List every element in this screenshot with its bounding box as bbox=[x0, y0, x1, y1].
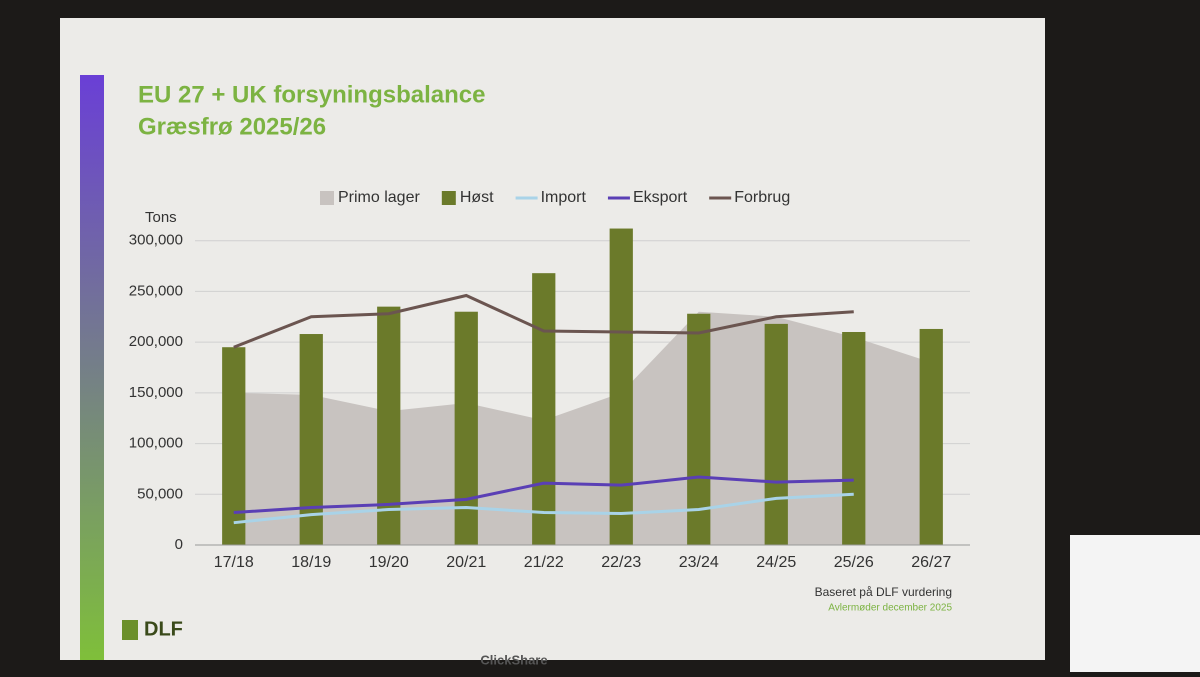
line bbox=[233, 293, 854, 349]
x-tick-label: 19/20 bbox=[369, 554, 409, 571]
bar bbox=[377, 306, 401, 545]
source: Baseret på DLF vurdering bbox=[815, 585, 952, 599]
y-tick-label: 50,000 bbox=[137, 485, 183, 502]
bar bbox=[764, 323, 788, 545]
legend-label: Import bbox=[541, 189, 587, 206]
plot: 0 50,000 100,000 150,000 200,000 250,000 300,0… bbox=[129, 189, 970, 571]
side-light bbox=[1070, 535, 1200, 672]
x-tick-label: 22/23 bbox=[601, 554, 641, 571]
legend-label: Eksport bbox=[633, 189, 688, 206]
bar bbox=[222, 347, 246, 545]
x-tick-label: 23/24 bbox=[679, 554, 719, 571]
logo: DLF bbox=[144, 618, 183, 640]
legend-label: Forbrug bbox=[734, 189, 790, 206]
y-tick-label: 100,000 bbox=[129, 435, 183, 452]
y-tick-label: 0 bbox=[175, 536, 183, 553]
projector-label: ClickShare bbox=[480, 652, 547, 667]
x-tick-label: 26/27 bbox=[911, 554, 951, 571]
x-tick-label: 18/19 bbox=[291, 554, 331, 571]
chart-title: EU 27 + UK forsyningsbalance bbox=[138, 81, 485, 108]
legend-label: Primo lager bbox=[338, 189, 420, 206]
y-tick-label: 250,000 bbox=[129, 282, 183, 299]
bar bbox=[609, 228, 633, 546]
legend-swatch bbox=[320, 191, 334, 205]
bar bbox=[454, 311, 478, 545]
line bbox=[233, 492, 854, 525]
x-tick-label: 17/18 bbox=[214, 554, 254, 571]
legend-swatch bbox=[441, 191, 456, 205]
area bbox=[233, 311, 932, 545]
accent-strip bbox=[80, 75, 104, 660]
chart-subtitle: Græsfrø 2025/26 bbox=[138, 113, 326, 140]
x-tick-label: 21/22 bbox=[524, 554, 564, 571]
bar bbox=[687, 313, 711, 545]
y-tick-label: 200,000 bbox=[129, 333, 183, 350]
note: Avlermøder december 2025 bbox=[828, 603, 952, 614]
x-tick-label: 24/25 bbox=[756, 554, 796, 571]
bar bbox=[919, 328, 943, 545]
y-tick-label: 150,000 bbox=[129, 384, 183, 401]
y-axis-label: Tons bbox=[145, 209, 177, 226]
y-tick-label: 300,000 bbox=[129, 232, 183, 249]
bar bbox=[532, 273, 556, 545]
line bbox=[233, 475, 854, 515]
x-tick-label: 20/21 bbox=[446, 554, 486, 571]
bar bbox=[299, 334, 323, 545]
legend-label: Høst bbox=[460, 189, 494, 206]
logo-icon bbox=[122, 620, 138, 640]
x-tick-label: 25/26 bbox=[834, 554, 874, 571]
bar bbox=[842, 332, 866, 545]
